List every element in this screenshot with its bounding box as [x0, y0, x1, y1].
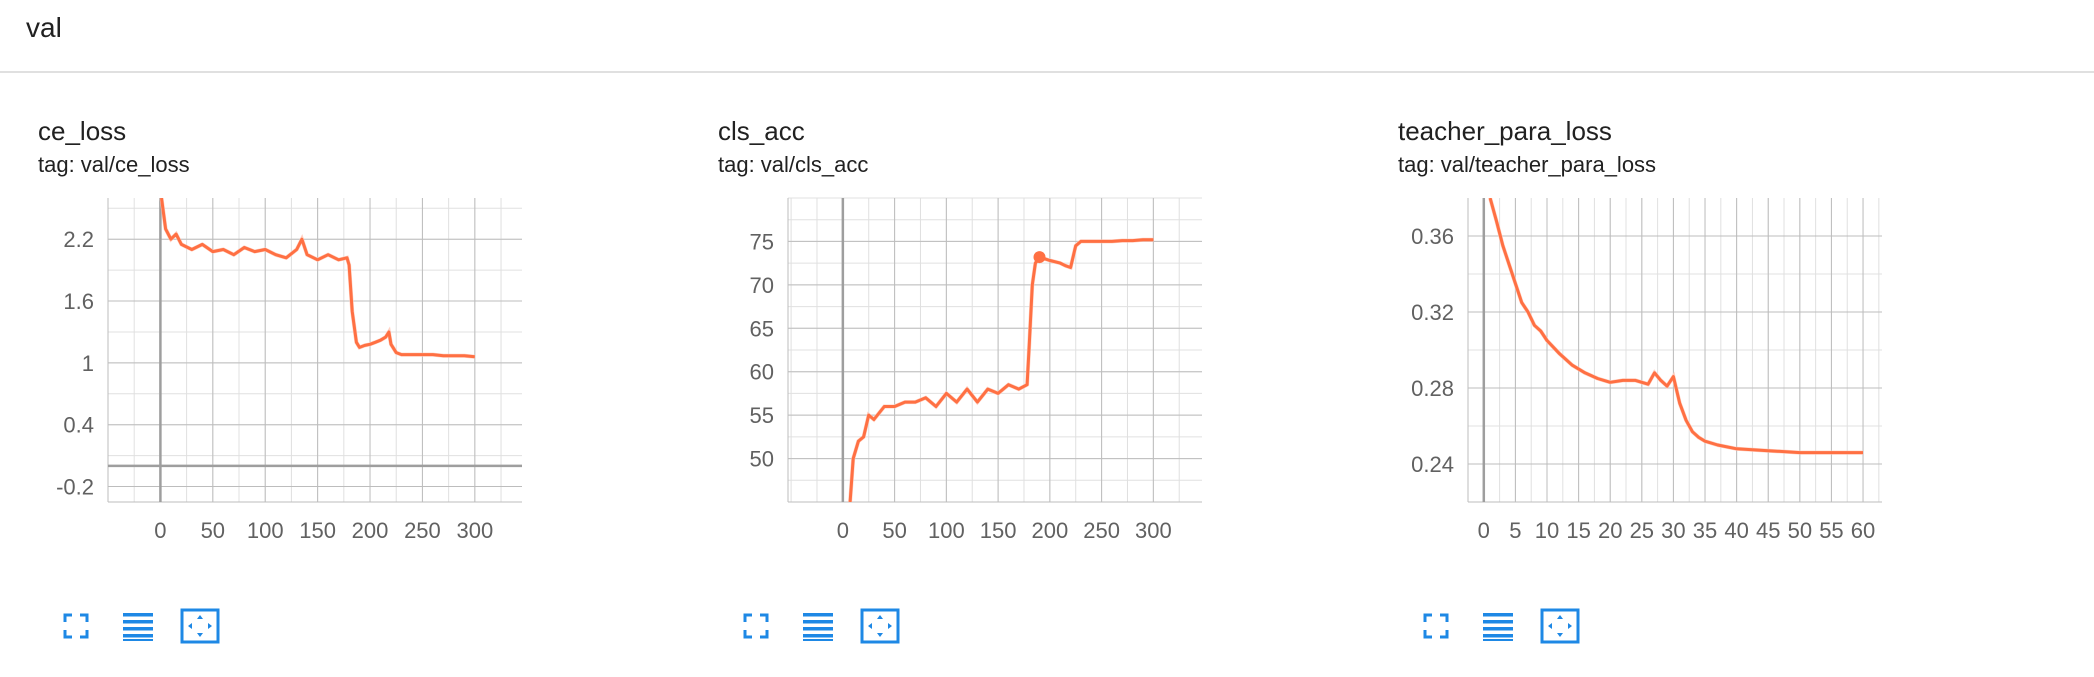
- chart-card-teacher-para-loss: teacher_para_loss tag: val/teacher_para_…: [1386, 110, 2056, 650]
- x-tick-label: 50: [882, 518, 906, 543]
- x-tick-label: 250: [1083, 518, 1120, 543]
- fit-domain-button[interactable]: [178, 604, 222, 648]
- x-tick-label: 300: [456, 518, 493, 543]
- chart-tag: tag: val/teacher_para_loss: [1398, 152, 1657, 177]
- minor-gridlines: [107, 198, 522, 502]
- x-tick-label: 300: [1135, 518, 1172, 543]
- section-title: val: [26, 12, 62, 43]
- x-tick-label: 55: [1819, 518, 1843, 543]
- fullscreen-icon: [1423, 613, 1449, 639]
- series-line: [1488, 198, 1863, 455]
- y-tick-label: 0.4: [63, 413, 94, 438]
- chart-plot-teacher-para-loss[interactable]: 0.36 0.32 0.28 0.24 0 5 10 15 20 25 30 35 40 45 50 55 60: [1386, 190, 2056, 570]
- x-tick-label: 150: [299, 518, 336, 543]
- fullscreen-button[interactable]: [1414, 604, 1458, 648]
- chart-tag: tag: val/cls_acc: [718, 152, 869, 177]
- x-tick-label: 25: [1630, 518, 1654, 543]
- fit-domain-icon: [1540, 608, 1580, 644]
- minor-gridlines: [788, 197, 1202, 503]
- series-raw-line: [159, 198, 475, 359]
- y-tick-label: 0.24: [1411, 452, 1454, 477]
- x-tick-label: 5: [1509, 518, 1521, 543]
- y-tick-label: 65: [750, 316, 774, 341]
- y-tick-label: 50: [750, 447, 774, 472]
- y-tick-label: -0.2: [56, 475, 94, 500]
- x-tick-label: 0: [154, 518, 166, 543]
- fit-domain-button[interactable]: [858, 604, 902, 648]
- toggle-lines-button[interactable]: [1476, 604, 1520, 648]
- chart-plot-cls-acc[interactable]: 75 70 65 60 55 50 0 50 100 150 200 250 300: [706, 190, 1376, 570]
- chart-title: cls_acc: [718, 116, 805, 146]
- x-tick-label: 150: [980, 518, 1017, 543]
- lines-icon: [1483, 613, 1513, 641]
- toggle-lines-button[interactable]: [116, 604, 160, 648]
- x-tick-label: 30: [1661, 518, 1685, 543]
- y-tick-label: 75: [750, 229, 774, 254]
- x-tick-label: 15: [1566, 518, 1590, 543]
- fit-domain-icon: [180, 608, 220, 644]
- y-tick-label: 55: [750, 403, 774, 428]
- section-header: val: [0, 0, 2094, 73]
- y-tick-label: 1.6: [63, 289, 94, 314]
- fullscreen-button[interactable]: [734, 604, 778, 648]
- chart-card-ce-loss: ce_loss tag: val/ce_loss 2.2 1.6 1 0.4 -0.2 0…: [26, 110, 696, 650]
- y-tick-label: 0.32: [1411, 300, 1454, 325]
- y-tick-label: 1: [82, 351, 94, 376]
- fit-domain-icon: [860, 608, 900, 644]
- chart-plot-ce-loss[interactable]: 2.2 1.6 1 0.4 -0.2 0 50 100 150 200 250 300: [26, 190, 696, 570]
- y-tick-label: 0.36: [1411, 224, 1454, 249]
- x-tick-label: 0: [1478, 518, 1490, 543]
- toggle-lines-button[interactable]: [796, 604, 840, 648]
- chart-title: ce_loss: [38, 116, 127, 146]
- x-tick-label: 45: [1756, 518, 1780, 543]
- y-tick-label: 70: [750, 273, 774, 298]
- x-tick-label: 10: [1535, 518, 1559, 543]
- x-tick-label: 0: [837, 518, 849, 543]
- x-tick-label: 60: [1851, 518, 1875, 543]
- minor-gridlines: [1467, 198, 1882, 502]
- x-tick-label: 100: [247, 518, 284, 543]
- lines-icon: [803, 613, 833, 641]
- fullscreen-button[interactable]: [54, 604, 98, 648]
- fit-domain-button[interactable]: [1538, 604, 1582, 648]
- x-tick-label: 35: [1693, 518, 1717, 543]
- lines-icon: [123, 613, 153, 641]
- x-tick-label: 200: [352, 518, 389, 543]
- x-tick-label: 50: [201, 518, 225, 543]
- series-line: [848, 238, 1154, 502]
- x-tick-label: 250: [404, 518, 441, 543]
- x-tick-label: 40: [1724, 518, 1748, 543]
- gridlines: [1468, 198, 1882, 502]
- chart-title: teacher_para_loss: [1398, 116, 1612, 146]
- y-tick-label: 2.2: [63, 227, 94, 252]
- highlight-point: [1033, 251, 1046, 264]
- y-tick-label: 60: [750, 360, 774, 385]
- x-tick-label: 200: [1031, 518, 1068, 543]
- fullscreen-icon: [63, 613, 89, 639]
- fullscreen-icon: [743, 613, 769, 639]
- x-tick-label: 20: [1598, 518, 1622, 543]
- chart-tag: tag: val/ce_loss: [38, 152, 190, 177]
- y-tick-label: 0.28: [1411, 376, 1454, 401]
- x-tick-label: 50: [1788, 518, 1812, 543]
- series-line: [160, 198, 475, 359]
- gridlines: [108, 198, 522, 502]
- chart-card-cls-acc: cls_acc tag: val/cls_acc 75 70 65 60 55 50 0 50…: [706, 110, 1376, 650]
- x-tick-label: 100: [928, 518, 965, 543]
- series-raw-line: [848, 237, 1154, 502]
